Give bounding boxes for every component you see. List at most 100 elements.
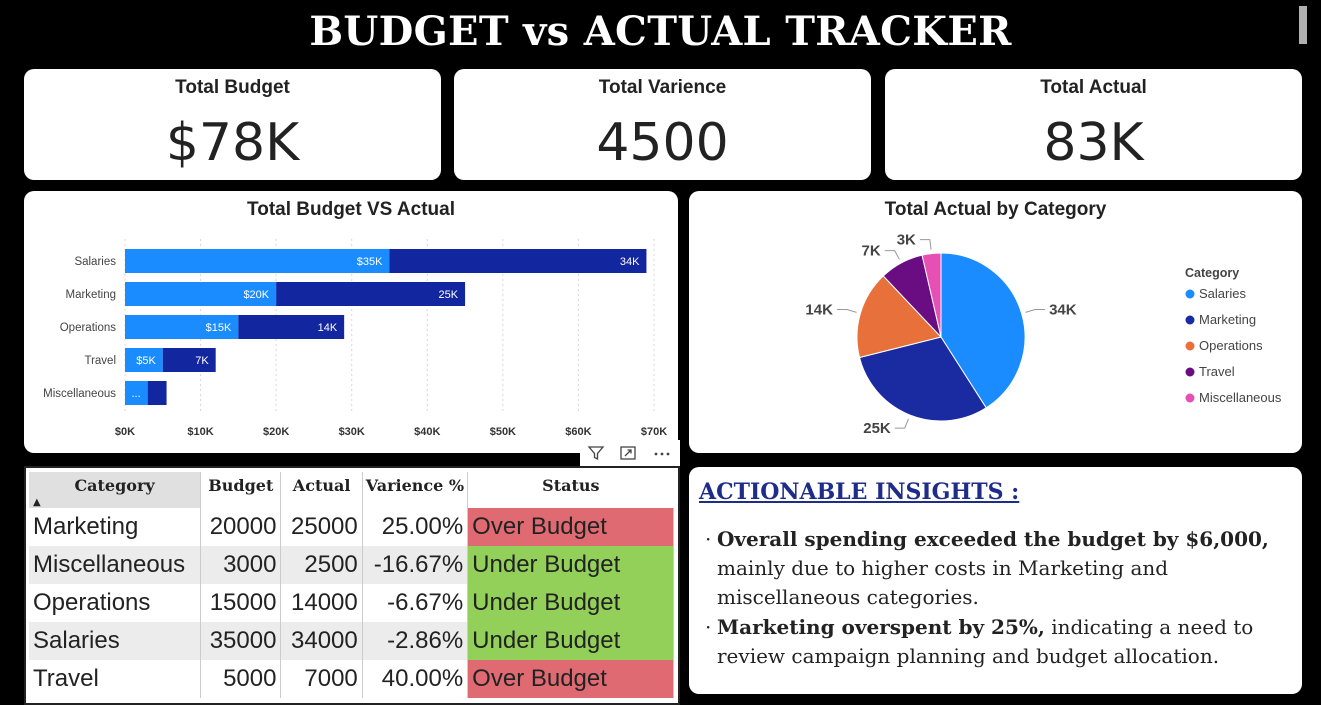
bar-budget[interactable] — [125, 381, 148, 405]
leader-line — [894, 418, 909, 429]
insight-text: indicating a need to review campaign pla… — [717, 615, 1254, 668]
data-label: 25K — [438, 289, 458, 301]
cell-variance: 40.00% — [362, 660, 469, 698]
legend-item[interactable]: Salaries — [1199, 286, 1246, 301]
bar-budget[interactable] — [125, 282, 277, 306]
legend-swatch — [1185, 367, 1195, 377]
y-tick-label: Travel — [84, 355, 116, 367]
cell-status: Over Budget — [467, 660, 674, 698]
table-row[interactable]: Marketing 20000 25000 25.00% Over Budget — [29, 508, 674, 546]
y-tick-label: Salaries — [74, 256, 116, 268]
bar-actual[interactable] — [276, 282, 466, 306]
bar-actual[interactable] — [389, 249, 647, 273]
insights-title: ACTIONABLE INSIGHTS : — [699, 479, 1020, 505]
bar-budget[interactable] — [125, 348, 163, 372]
cell-budget: 35000 — [200, 622, 282, 660]
pie-slice[interactable] — [858, 336, 987, 422]
data-label: $15K — [206, 322, 232, 334]
data-label: ... — [131, 388, 140, 400]
y-tick-label: Marketing — [66, 289, 117, 301]
insight-text: mainly due to higher costs in Marketing … — [717, 556, 1169, 609]
cell-actual: 7000 — [280, 660, 363, 698]
actual-by-category-pie-chart[interactable]: 34K 25K 14K 7K 3K Category Salaries Marketing Op… — [689, 191, 1302, 453]
filter-icon[interactable] — [582, 440, 610, 466]
legend-item[interactable]: Miscellaneous — [1199, 390, 1282, 405]
kpi-label: Total Actual — [1040, 77, 1147, 98]
legend-swatch — [1185, 315, 1195, 325]
bar-budget[interactable] — [125, 315, 239, 339]
cell-variance: -2.86% — [362, 622, 469, 660]
legend-swatch — [1185, 393, 1195, 403]
bar-actual[interactable] — [162, 348, 216, 372]
column-header-label: Actual — [292, 476, 351, 495]
insight-item: · Marketing overspent by 25%, indicating… — [703, 613, 1293, 671]
budget-table-card[interactable]: Category ▲ Budget Actual Varience % Statu… — [24, 466, 680, 705]
cell-actual: 25000 — [280, 508, 363, 546]
legend-item[interactable]: Marketing — [1199, 312, 1256, 327]
table-row[interactable]: Travel 5000 7000 40.00% Over Budget — [29, 660, 674, 698]
table-row[interactable]: Miscellaneous 3000 2500 -16.67% Under Bu… — [29, 546, 674, 584]
column-header-budget[interactable]: Budget — [200, 472, 282, 508]
data-label: 34K — [1049, 302, 1077, 319]
cell-category: Miscellaneous — [29, 546, 202, 584]
data-label: 7K — [195, 355, 209, 367]
kpi-value: 83K — [1043, 113, 1144, 173]
cell-category: Marketing — [29, 508, 202, 546]
kpi-label: Total Budget — [175, 77, 290, 98]
cell-actual: 14000 — [280, 584, 363, 622]
kpi-card-total-variance[interactable]: Total Varience 4500 — [454, 69, 871, 180]
column-header-label: Status — [542, 476, 600, 495]
page-title: BUDGET vs ACTUAL TRACKER — [309, 8, 1012, 55]
budget-vs-actual-chart-card[interactable]: Total Budget VS Actual $0K $10K $20K $30K $4… — [24, 191, 678, 453]
legend-swatch — [1185, 341, 1195, 351]
more-options-icon[interactable] — [648, 440, 676, 466]
data-label: $35K — [357, 256, 383, 268]
x-tick-label: $70K — [641, 426, 667, 438]
insight-bold: Marketing overspent by 25%, — [717, 615, 1045, 639]
scrollbar[interactable] — [1299, 6, 1307, 44]
cell-variance: -16.67% — [362, 546, 469, 584]
legend-item[interactable]: Operations — [1199, 338, 1263, 353]
table-row[interactable]: Operations 15000 14000 -6.67% Under Budg… — [29, 584, 674, 622]
y-tick-label: Operations — [60, 322, 117, 334]
bar-actual[interactable] — [238, 315, 345, 339]
pie-slice[interactable] — [856, 275, 942, 359]
leader-line — [1025, 309, 1046, 313]
cell-status: Under Budget — [467, 584, 674, 622]
budget-vs-actual-bar-chart[interactable]: $0K $10K $20K $30K $40K $50K $60K $70K Salaries $… — [24, 191, 678, 453]
insight-item: · Overall spending exceeded the budget b… — [703, 525, 1293, 612]
bullet-icon: · — [705, 615, 712, 639]
kpi-card-total-actual[interactable]: Total Actual 83K — [885, 69, 1302, 180]
column-header-label: Varience % — [365, 476, 465, 495]
column-header-actual[interactable]: Actual — [280, 472, 363, 508]
column-header-label: Budget — [208, 476, 274, 495]
sort-ascending-icon[interactable]: ▲ — [33, 497, 41, 508]
x-tick-label: $50K — [490, 426, 516, 438]
focus-mode-icon[interactable] — [614, 440, 642, 466]
visual-toolbar — [580, 440, 680, 466]
data-label: 7K — [862, 243, 881, 260]
cell-category: Salaries — [29, 622, 202, 660]
legend-item[interactable]: Travel — [1199, 364, 1235, 379]
pie-slice[interactable] — [921, 252, 942, 338]
column-header-category[interactable]: Category ▲ — [29, 472, 202, 508]
leader-line — [836, 309, 857, 313]
cell-budget: 5000 — [200, 660, 282, 698]
table-row[interactable]: Salaries 35000 34000 -2.86% Under Budget — [29, 622, 674, 660]
actual-by-category-chart-card[interactable]: Total Actual by Category 34K 25K 14K 7K 3K Ca… — [689, 191, 1302, 453]
cell-budget: 3000 — [200, 546, 282, 584]
data-label: 14K — [805, 302, 833, 319]
column-header-status[interactable]: Status — [467, 472, 674, 508]
cell-category: Operations — [29, 584, 202, 622]
cell-budget: 20000 — [200, 508, 282, 546]
data-label: 34K — [620, 256, 640, 268]
cell-status: Under Budget — [467, 622, 674, 660]
kpi-card-total-budget[interactable]: Total Budget $78K — [24, 69, 441, 180]
data-label: $20K — [243, 289, 269, 301]
column-header-variance[interactable]: Varience % — [362, 472, 469, 508]
bar-actual[interactable] — [147, 381, 167, 405]
legend-swatch — [1185, 289, 1195, 299]
insights-list: · Overall spending exceeded the budget b… — [703, 525, 1293, 672]
x-tick-label: $30K — [339, 426, 365, 438]
bar-budget[interactable] — [125, 249, 390, 273]
